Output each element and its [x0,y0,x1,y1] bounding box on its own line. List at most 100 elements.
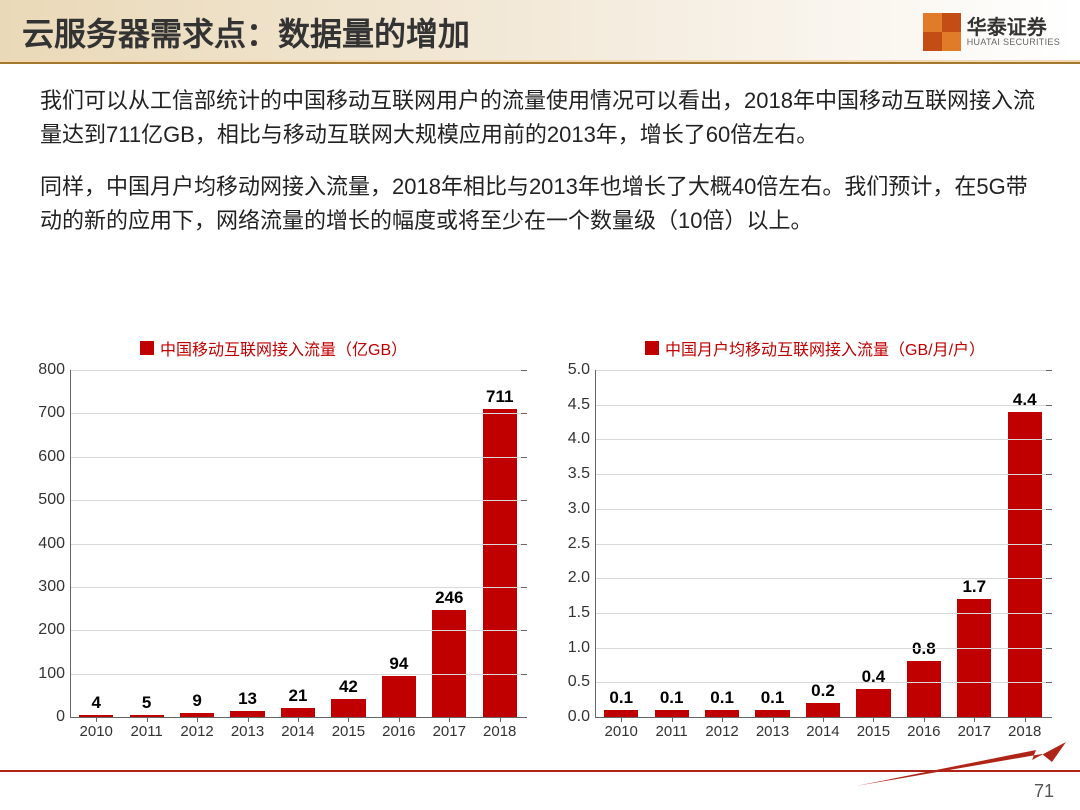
gridline [596,370,1050,371]
logo-icon [923,13,961,51]
charts-row: 中国移动互联网接入流量（亿GB） 42010520119201213201321… [20,330,1060,750]
ytick-mark [521,587,527,588]
ytick-mark [521,370,527,371]
xtick-label: 2011 [656,717,688,740]
xtick-label: 2015 [332,717,365,740]
xtick-label: 2016 [382,717,415,740]
bar-value-label: 0.2 [811,681,835,701]
ytick-label: 500 [38,491,71,509]
ytick-mark [1046,439,1052,440]
ytick-mark [1046,405,1052,406]
ytick-mark [1046,474,1052,475]
xtick-label: 2018 [1008,717,1041,740]
ytick-label: 1.5 [568,604,596,622]
ytick-label: 3.5 [568,465,596,483]
logo-cn: 华泰证券 [967,18,1060,38]
xtick-label: 2011 [131,717,163,740]
gridline [71,630,525,631]
xtick-label: 2012 [705,717,738,740]
ytick-mark [1046,717,1052,718]
slide-title: 云服务器需求点：数据量的增加 [22,9,470,55]
ytick-label: 600 [38,448,71,466]
gridline [596,439,1050,440]
legend-label: 中国月户均移动互联网接入流量（GB/月/户） [665,336,985,360]
logo-en: HUATAI SECURITIES [967,38,1060,47]
xtick-label: 2012 [180,717,213,740]
ytick-mark [1046,578,1052,579]
chart-left-legend: 中国移动互联网接入流量（亿GB） [140,336,407,360]
ytick-label: 3.0 [568,500,596,518]
gridline [71,587,525,588]
xtick-label: 2013 [231,717,264,740]
bar-rect [907,661,941,717]
bar-value-label: 0.1 [660,688,684,708]
ytick-label: 4.0 [568,430,596,448]
ytick-label: 1.0 [568,639,596,657]
ytick-mark [521,544,527,545]
xtick-label: 2015 [857,717,890,740]
page-number: 71 [1034,781,1054,802]
ytick-mark [521,717,527,718]
bar-rect [655,710,689,717]
ytick-label: 300 [38,578,71,596]
bar-value-label: 5 [142,693,151,713]
xtick-label: 2014 [281,717,314,740]
ytick-label: 200 [38,621,71,639]
bar-rect [331,699,365,717]
legend-label: 中国移动互联网接入流量（亿GB） [160,336,407,360]
ytick-mark [521,630,527,631]
bar-value-label: 0.4 [862,667,886,687]
gridline [596,509,1050,510]
xtick-label: 2018 [483,717,516,740]
ytick-label: 5.0 [568,361,596,379]
ytick-mark [521,457,527,458]
paragraph-1: 我们可以从工信部统计的中国移动互联网用户的流量使用情况可以看出，2018年中国移… [40,84,1040,152]
ytick-mark [521,674,527,675]
bar-value-label: 1.7 [962,577,986,597]
chart-right: 中国月户均移动互联网接入流量（GB/月/户） 0.120100.120110.1… [545,330,1060,750]
gridline [71,500,525,501]
ytick-label: 2.5 [568,535,596,553]
bar-rect [1008,412,1042,717]
ytick-mark [521,413,527,414]
ytick-label: 400 [38,535,71,553]
ytick-label: 2.0 [568,569,596,587]
company-logo: 华泰证券 HUATAI SECURITIES [923,13,1060,51]
gridline [596,648,1050,649]
chart-left: 中国移动互联网接入流量（亿GB） 42010520119201213201321… [20,330,535,750]
ytick-label: 4.5 [568,396,596,414]
xtick-label: 2010 [80,717,113,740]
bar-rect [281,708,315,717]
logo-text: 华泰证券 HUATAI SECURITIES [967,18,1060,47]
bar-rect [806,703,840,717]
ytick-label: 0.0 [568,708,596,726]
bar-value-label: 21 [289,686,308,706]
gridline [596,682,1050,683]
legend-swatch-icon [645,341,659,355]
xtick-label: 2017 [958,717,991,740]
ytick-label: 0 [56,708,71,726]
gridline [596,405,1050,406]
xtick-label: 2014 [806,717,839,740]
ytick-label: 0.5 [568,673,596,691]
bar-rect [483,409,517,717]
gridline [71,457,525,458]
legend-swatch-icon [140,341,154,355]
chart-right-legend: 中国月户均移动互联网接入流量（GB/月/户） [645,336,985,360]
bar-value-label: 0.1 [710,688,734,708]
xtick-label: 2016 [907,717,940,740]
bar-value-label: 0.1 [609,688,633,708]
slide-header: 云服务器需求点：数据量的增加 华泰证券 HUATAI SECURITIES [0,0,1080,64]
bar-value-label: 4.4 [1013,390,1037,410]
ytick-mark [1046,648,1052,649]
chart-left-plot: 4201052011920121320132120144220159420162… [70,370,525,718]
ytick-label: 100 [38,665,71,683]
bar-rect [604,710,638,717]
bar-value-label: 0.1 [761,688,785,708]
ytick-label: 700 [38,404,71,422]
bar-value-label: 13 [238,689,257,709]
ytick-mark [1046,544,1052,545]
bar-rect [755,710,789,717]
gridline [71,674,525,675]
bar-value-label: 9 [192,691,201,711]
